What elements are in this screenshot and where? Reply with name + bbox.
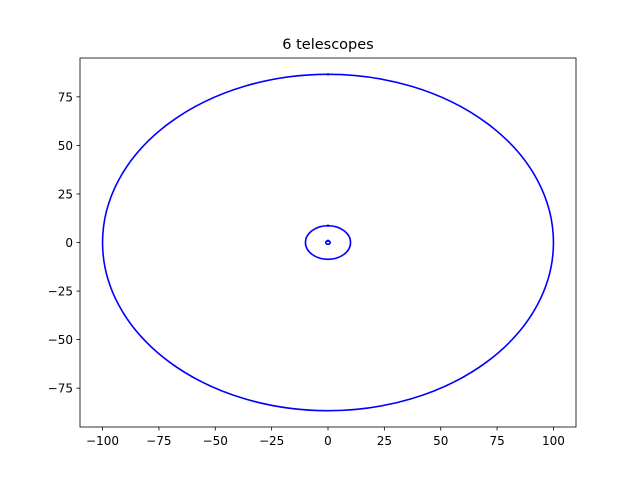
y-tick-label: −75 (48, 382, 73, 396)
x-tick-label: 100 (542, 434, 565, 448)
x-tick-label: 50 (433, 434, 448, 448)
y-tick-label: −25 (48, 285, 73, 299)
y-tick-label: 75 (58, 90, 73, 104)
x-tick-label: 0 (324, 434, 332, 448)
x-tick-label: 25 (377, 434, 392, 448)
x-tick-label: −25 (259, 434, 284, 448)
x-tick-label: −50 (203, 434, 228, 448)
y-tick-label: 0 (65, 236, 73, 250)
x-tick-label: −100 (86, 434, 119, 448)
x-tick-label: −75 (146, 434, 171, 448)
chart-title: 6 telescopes (282, 37, 373, 53)
y-tick-label: 50 (58, 139, 73, 153)
y-tick-label: 25 (58, 187, 73, 201)
y-tick-label: −50 (48, 333, 73, 347)
x-tick-label: 75 (489, 434, 504, 448)
